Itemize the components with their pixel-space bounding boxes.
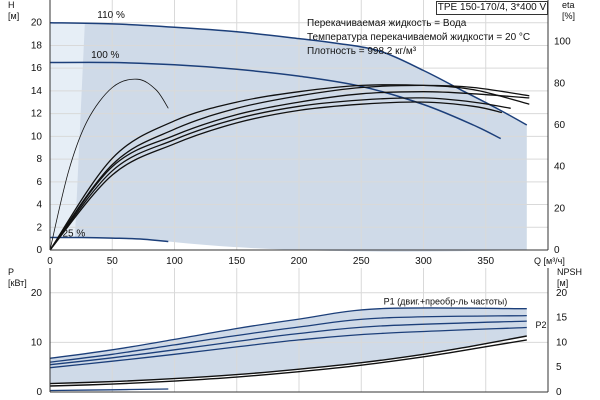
operating-range-band <box>50 22 527 252</box>
flow-tick-label: 350 <box>477 256 494 267</box>
efficiency-curve-6 <box>49 101 503 251</box>
head-tick-label: 14 <box>31 86 43 97</box>
head-tick-label: 18 <box>31 40 43 51</box>
npsh-axis-label: NPSH <box>557 267 582 277</box>
flow-tick-label: 150 <box>228 256 245 267</box>
efficiency-curve-4 <box>49 91 530 251</box>
head-tick-label: 6 <box>36 177 42 188</box>
speed-label-25: 25 % <box>62 228 85 239</box>
density-info-line: Плотность = 998.2 кг/м³ <box>307 46 417 57</box>
head-curve-110 <box>49 21 528 126</box>
eta-tick-label: 40 <box>554 162 566 173</box>
p2-label: P2 <box>536 320 547 330</box>
npsh-curve-4 <box>49 335 527 385</box>
power-curve-2 <box>49 320 527 366</box>
head-axis-label: [м] <box>8 11 19 21</box>
head-curve-100 <box>49 61 502 140</box>
npsh-tick-label: 20 <box>556 288 568 299</box>
temperature-info-line: Температура перекачиваемой жидкости = 20… <box>307 32 531 43</box>
efficiency-curve-5 <box>49 97 511 251</box>
p1-label: P1 (двиг.+преобр-ль частоты) <box>384 297 508 307</box>
npsh-tick-label: 15 <box>556 313 568 324</box>
head-axis-label: H <box>8 0 15 10</box>
power-curve-6 <box>49 388 169 392</box>
pump-model-label: TPE 150-170/4, 3*400 V <box>436 1 548 15</box>
eta-tick-label: 60 <box>554 120 566 131</box>
flow-tick-label: 250 <box>353 256 370 267</box>
eta-tick-label: 20 <box>554 203 566 214</box>
npsh-tick-label: 10 <box>556 337 568 348</box>
head-curve-25 <box>49 236 169 243</box>
efficiency-curve-1 <box>49 78 169 251</box>
head-tick-label: 4 <box>36 200 42 211</box>
eta-tick-label: 0 <box>554 245 560 256</box>
eta-axis-label: [%] <box>562 11 575 21</box>
head-tick-label: 0 <box>36 245 42 256</box>
power-tick-label: 10 <box>31 337 43 348</box>
speed-label-110: 110 % <box>97 10 125 21</box>
power-tick-label: 20 <box>31 288 43 299</box>
power-curve-0 <box>49 307 527 359</box>
npsh-tick-label: 5 <box>556 362 562 373</box>
flow-tick-label: 300 <box>415 256 432 267</box>
head-tick-label: 20 <box>31 18 43 29</box>
eta-tick-label: 80 <box>554 78 566 89</box>
flow-tick-label: 200 <box>291 256 308 267</box>
power-range-band <box>50 307 527 384</box>
fluid-info-line: Перекачиваемая жидкость = Вода <box>307 18 467 29</box>
power-tick-label: 0 <box>36 387 42 398</box>
head-tick-label: 16 <box>31 63 43 74</box>
npsh-curve-5 <box>49 339 527 387</box>
head-tick-label: 12 <box>31 109 43 120</box>
power-curve-1 <box>49 314 527 363</box>
power-axis-label: P <box>8 267 14 277</box>
flow-axis-label: Q [м³/ч] <box>534 256 565 266</box>
flow-tick-label: 100 <box>166 256 183 267</box>
efficiency-curve-3 <box>49 84 530 251</box>
npsh-axis-label: [м] <box>557 278 568 288</box>
flow-tick-label: 0 <box>47 256 53 267</box>
head-tick-label: 8 <box>36 154 42 165</box>
flow-tick-label: 50 <box>107 256 119 267</box>
head-tick-label: 10 <box>31 131 43 142</box>
head-tick-label: 2 <box>36 222 42 233</box>
efficiency-curve-2 <box>49 84 530 251</box>
power-curve-3 <box>49 326 527 369</box>
npsh-tick-label: 0 <box>556 387 562 398</box>
power-axis-label: [кВт] <box>8 278 27 288</box>
eta-axis-label: eta <box>562 0 575 10</box>
speed-label-100: 100 % <box>91 50 119 61</box>
low-flow-zone <box>50 22 85 238</box>
eta-tick-label: 100 <box>554 37 571 48</box>
